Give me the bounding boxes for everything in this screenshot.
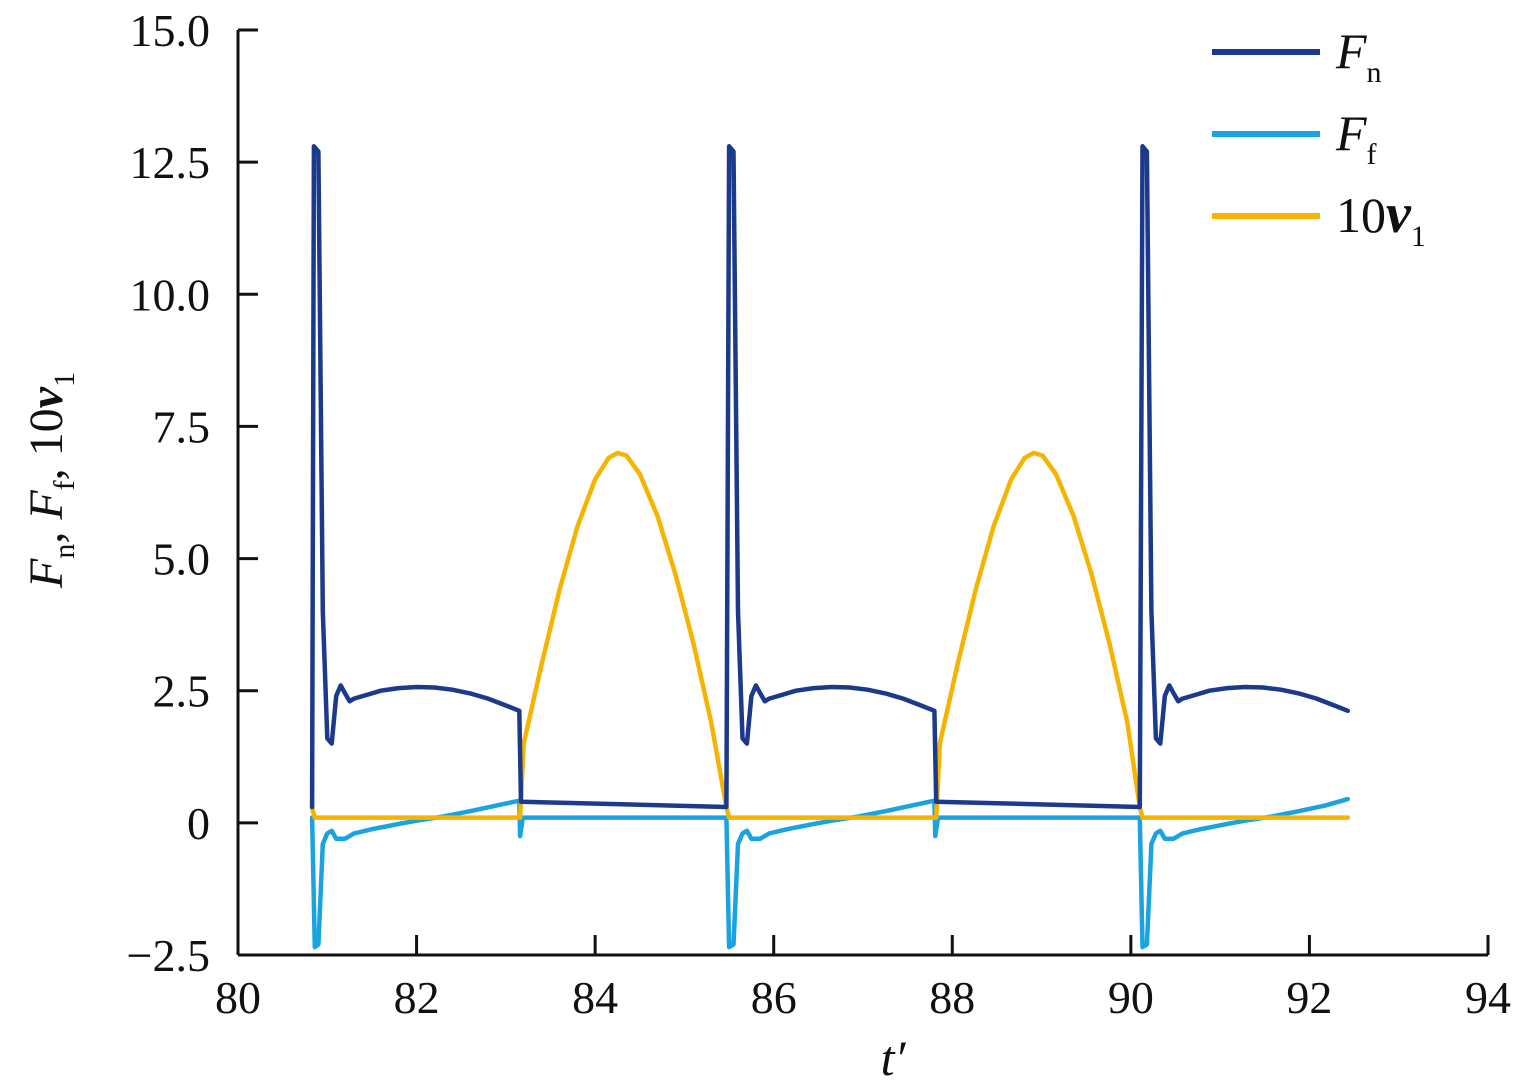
x-tick-label: 92 bbox=[1286, 972, 1332, 1023]
series-layer bbox=[309, 144, 1351, 950]
x-axis-title: t′ bbox=[881, 1030, 907, 1086]
y-tick-label: 10.0 bbox=[130, 269, 211, 320]
series-line-f-f bbox=[309, 796, 1351, 950]
y-tick-label: 0 bbox=[187, 798, 210, 849]
y-tick-label: 7.5 bbox=[153, 401, 211, 452]
axes: −2.5 0 2.5 5.0 7.5 10.0 12.5 15.0 80 82 84 86 88 90 92… bbox=[127, 5, 1511, 1023]
series-line-f-n bbox=[309, 144, 1351, 810]
y-tick-label: −2.5 bbox=[127, 930, 210, 981]
legend-label: Ff bbox=[1335, 105, 1377, 171]
x-tick-label: 84 bbox=[572, 972, 618, 1023]
x-tick-label: 88 bbox=[929, 972, 975, 1023]
x-tick-label: 90 bbox=[1108, 972, 1154, 1023]
series-line-10v-1 bbox=[309, 450, 1351, 820]
x-tick-label: 80 bbox=[215, 972, 261, 1023]
y-tick-label: 12.5 bbox=[130, 137, 211, 188]
y-axis-title: Fn​, Ff​, 10v1​ bbox=[20, 372, 81, 589]
legend: Fn Ff 10v1 bbox=[1212, 23, 1426, 253]
x-tick-label: 94 bbox=[1465, 972, 1511, 1023]
x-tick-label: 86 bbox=[751, 972, 797, 1023]
legend-label: Fn bbox=[1335, 23, 1382, 89]
x-tick-label: 82 bbox=[394, 972, 440, 1023]
y-tick-label: 2.5 bbox=[153, 666, 211, 717]
legend-label: 10v1 bbox=[1336, 183, 1426, 253]
y-tick-label: 5.0 bbox=[153, 534, 211, 585]
y-tick-label: 15.0 bbox=[130, 5, 211, 56]
